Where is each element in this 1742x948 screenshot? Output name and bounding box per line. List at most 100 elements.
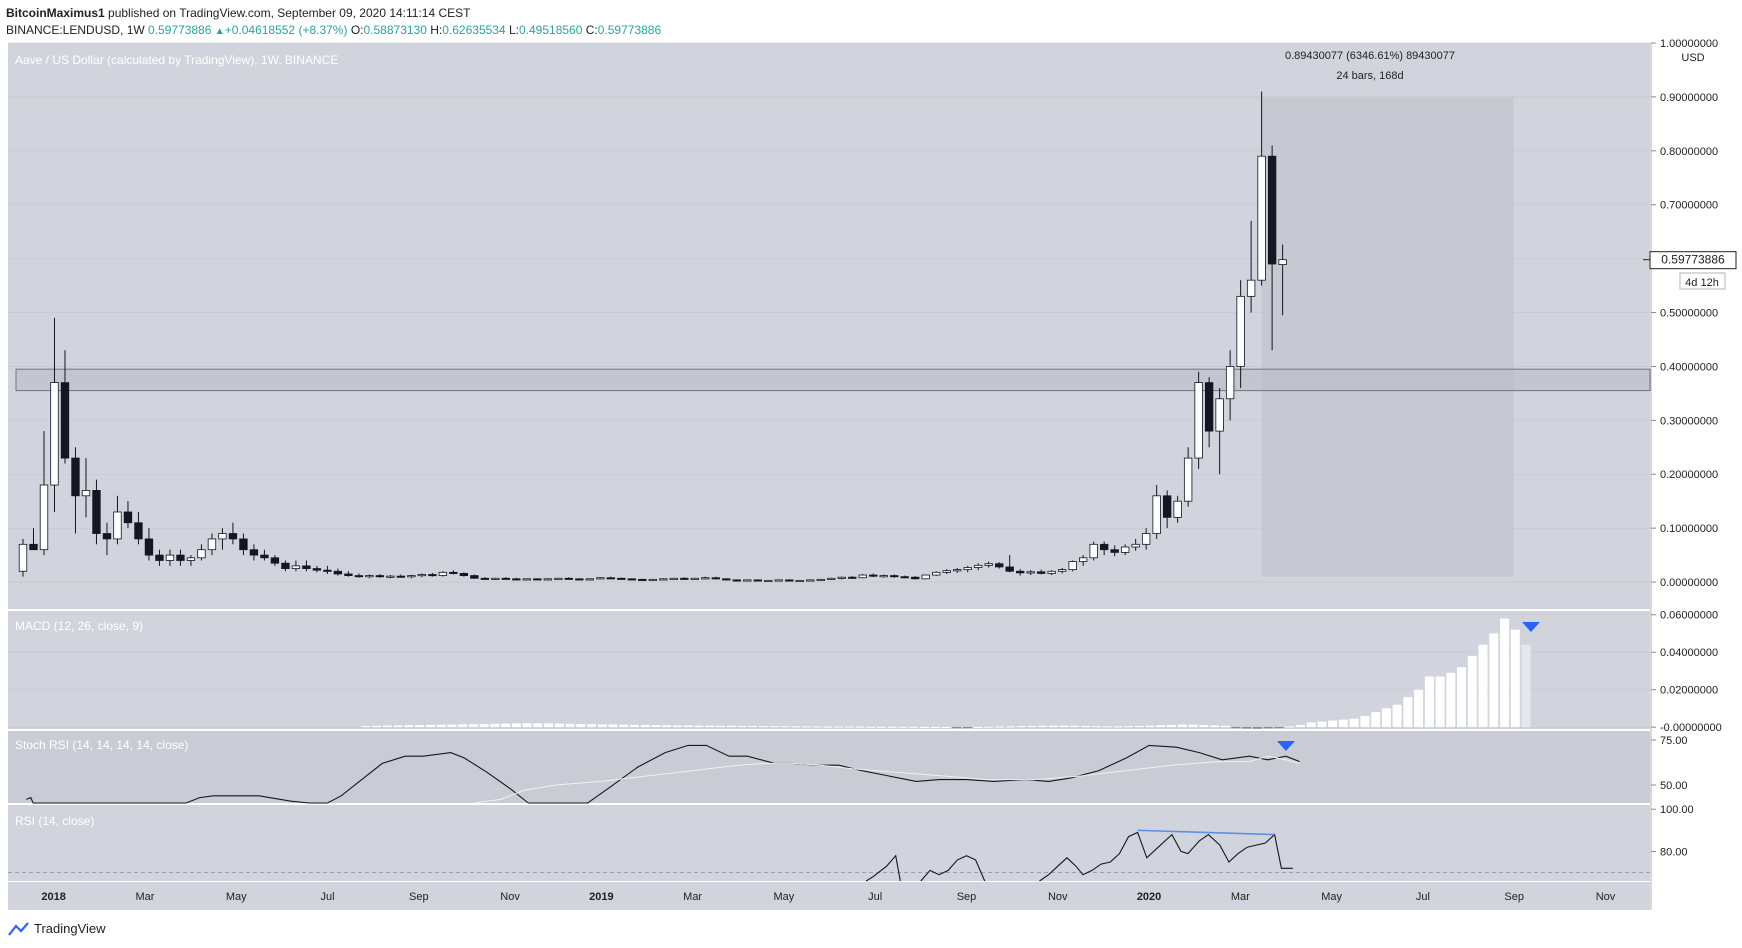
candle-body xyxy=(806,579,815,582)
candle-body xyxy=(1267,155,1277,265)
macd-pane xyxy=(8,614,1650,729)
candle-body xyxy=(113,511,122,540)
main-pane xyxy=(8,42,1651,583)
rsi-pane-background[interactable] xyxy=(8,805,1650,881)
macd-histogram-bar xyxy=(1027,726,1037,728)
macd-histogram-bar xyxy=(1145,725,1155,728)
candle-body xyxy=(29,543,38,551)
macd-histogram-bar xyxy=(576,723,586,728)
candle-body xyxy=(501,577,511,580)
macd-histogram-bar xyxy=(1424,676,1434,728)
symbol-label[interactable]: BINANCE:LENDUSD, 1W xyxy=(6,23,145,37)
macd-histogram-bar xyxy=(436,724,446,728)
candle-body xyxy=(123,511,133,524)
high-label: H: xyxy=(430,23,443,37)
time-axis-label: Mar xyxy=(135,891,154,903)
candle-body xyxy=(39,484,49,551)
candle-body xyxy=(690,577,699,580)
author-name[interactable]: BitcoinMaximus1 xyxy=(6,6,105,20)
rsi-pane xyxy=(8,829,1650,882)
macd-histogram-bar xyxy=(748,726,758,728)
candle-body xyxy=(984,563,993,566)
time-axis-background[interactable] xyxy=(8,882,1650,910)
candle-body xyxy=(50,382,59,486)
macd-histogram-bar xyxy=(1414,689,1424,728)
candle-body xyxy=(627,578,636,581)
macd-histogram-bar xyxy=(404,725,414,728)
measure-highlight xyxy=(1261,96,1514,577)
candle-body xyxy=(722,578,731,581)
macd-tick-label: -0.00000000 xyxy=(1660,722,1722,734)
macd-histogram-bar xyxy=(544,723,554,728)
macd-histogram-bar xyxy=(1392,704,1402,728)
candle-body xyxy=(155,554,164,561)
macd-histogram-bar xyxy=(909,726,919,728)
time-axis-label: Jul xyxy=(1416,891,1430,903)
candle-body xyxy=(197,549,206,559)
macd-histogram-bar xyxy=(619,724,629,728)
publish-text: published on TradingView.com, September … xyxy=(104,6,471,20)
candle-body xyxy=(911,576,920,580)
macd-histogram-bar xyxy=(1360,715,1370,728)
price-change: +0.04618552 (+8.37%) xyxy=(224,23,348,37)
candle-body xyxy=(1047,570,1056,574)
rsi-line xyxy=(865,854,901,882)
candle-body xyxy=(1257,155,1266,281)
macd-histogram-bar xyxy=(372,725,382,728)
macd-pane-background[interactable] xyxy=(8,611,1650,729)
macd-histogram-bar xyxy=(554,723,564,728)
candle-body xyxy=(1026,571,1035,574)
price-axis-background[interactable] xyxy=(1651,43,1737,910)
candle-body xyxy=(1183,457,1193,502)
candle-body xyxy=(1141,533,1151,545)
macd-histogram-bar xyxy=(533,723,543,728)
time-axis-label: Jul xyxy=(868,891,882,903)
time-axis-label: Sep xyxy=(1504,891,1524,903)
candle-body xyxy=(701,577,710,580)
candle-body xyxy=(270,557,280,564)
macd-histogram-bar xyxy=(801,726,811,728)
price-tick-label: 1.00000000 xyxy=(1660,38,1718,50)
candle-body xyxy=(60,382,70,459)
footer-brand[interactable]: TradingView xyxy=(34,921,106,936)
macd-tick-label: 0.04000000 xyxy=(1660,647,1718,659)
macd-histogram-bar xyxy=(1317,721,1327,728)
macd-histogram-bar xyxy=(1295,724,1305,728)
candle-body xyxy=(1173,500,1182,518)
axis-unit-label: USD xyxy=(1681,52,1704,64)
candle-body xyxy=(1037,571,1046,574)
macd-histogram-bar xyxy=(1371,712,1381,728)
macd-histogram-bar xyxy=(1188,724,1198,728)
candle-body xyxy=(764,580,773,583)
macd-histogram-bar xyxy=(758,726,768,728)
candle-body xyxy=(186,557,196,561)
macd-histogram-bar xyxy=(662,725,672,728)
low-label: L: xyxy=(508,23,519,37)
candle-body xyxy=(1162,495,1172,518)
candle-body xyxy=(512,578,521,581)
candle-body xyxy=(1068,561,1077,571)
stoch-k-line xyxy=(26,744,1300,804)
price-tick-label: 0.70000000 xyxy=(1660,200,1718,212)
macd-histogram-bar xyxy=(672,725,682,728)
macd-histogram-bar xyxy=(630,724,640,728)
axes: 0.00000000 0.10000000 0.20000000 0.30000000… xyxy=(41,38,1721,903)
countdown-label: 4d 12h xyxy=(1685,277,1719,289)
macd-histogram-bar xyxy=(1306,722,1316,728)
macd-histogram-bar xyxy=(877,726,887,728)
macd-histogram-bar xyxy=(1199,725,1209,728)
candle-body xyxy=(1005,566,1014,572)
macd-histogram-bar xyxy=(1510,629,1520,728)
candle-body xyxy=(302,565,311,569)
macd-histogram-bar xyxy=(1005,726,1015,728)
macd-histogram-bar xyxy=(855,726,865,728)
candle-body xyxy=(638,578,647,581)
candle-body xyxy=(785,579,794,582)
macd-pane-title: MACD (12, 26, close, 9) xyxy=(15,619,143,633)
time-axis-label: May xyxy=(1321,891,1342,903)
candle-body xyxy=(365,575,374,578)
candle-body xyxy=(239,538,248,551)
candle-body xyxy=(92,490,101,534)
candle-body xyxy=(218,533,227,540)
